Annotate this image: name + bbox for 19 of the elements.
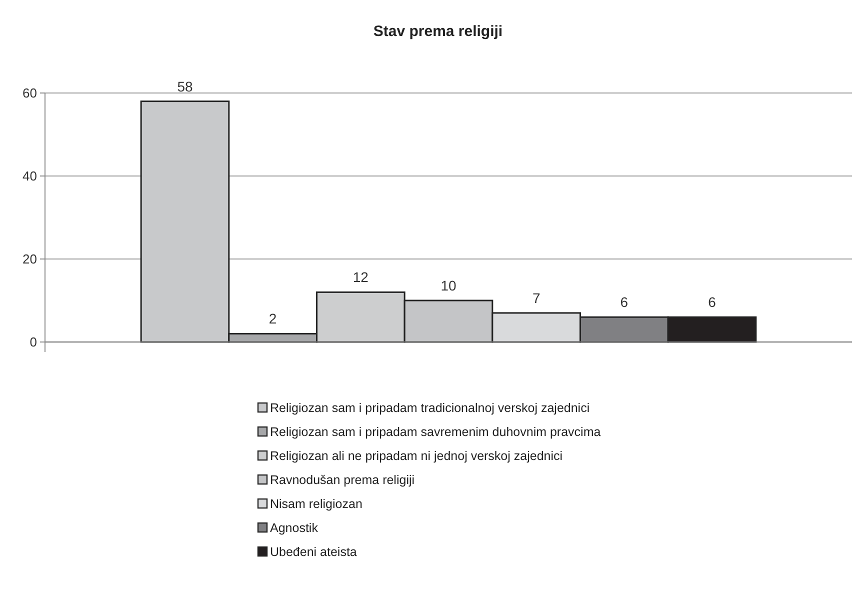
data-label: 7 xyxy=(532,290,540,306)
legend-label: Nisam religiozan xyxy=(270,497,362,511)
legend-label: Agnostik xyxy=(270,521,319,535)
data-label: 12 xyxy=(352,269,369,286)
y-tick-label: 40 xyxy=(22,168,37,184)
data-label: 10 xyxy=(440,278,456,294)
y-tick-label: 0 xyxy=(30,334,37,350)
legend-label: Ravnodušan prema religiji xyxy=(270,473,415,487)
chart-title: Stav prema religiji xyxy=(373,23,503,40)
data-label: 58 xyxy=(177,78,193,94)
legend-label: Ubeđeni ateista xyxy=(270,545,357,559)
data-label: 2 xyxy=(268,310,277,327)
data-label: 6 xyxy=(620,294,628,310)
data-label: 6 xyxy=(708,294,716,310)
legend-label: Religiozan sam i pripadam savremenim duhovnim pravcima xyxy=(270,425,601,439)
legend-label: Religiozan sam i pripadam tradicionalnoj verskoj zajednici xyxy=(270,401,590,415)
legend-label: Religiozan ali ne pripadam ni jednoj verskoj zajednici xyxy=(270,449,563,463)
y-tick-label: 20 xyxy=(22,252,37,267)
y-tick-label: 60 xyxy=(22,86,37,101)
